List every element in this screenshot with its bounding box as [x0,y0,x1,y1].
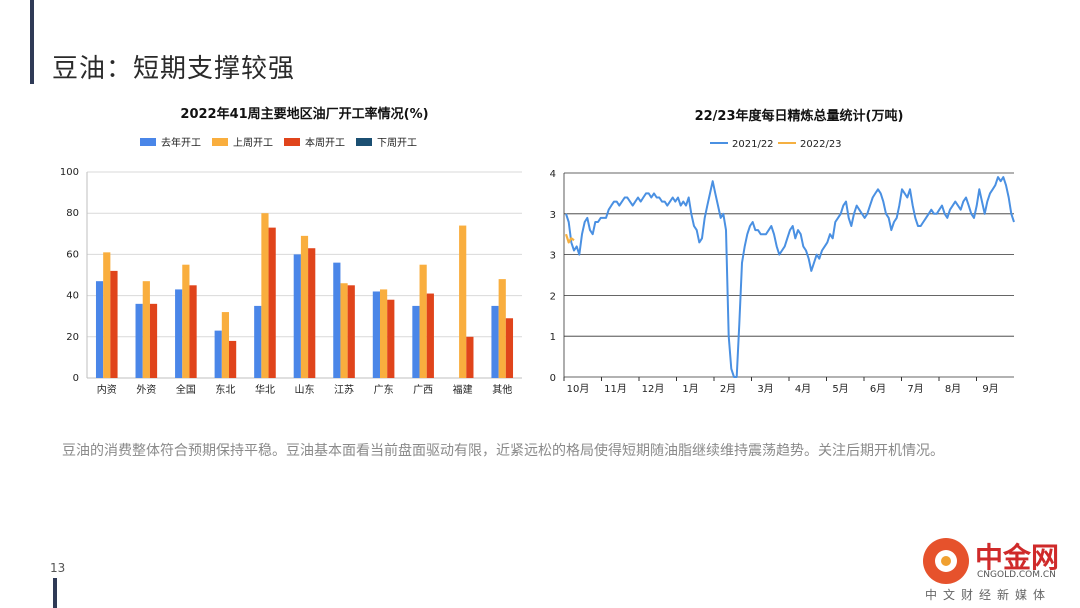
y-tick-label: 0 [73,373,79,384]
bar [333,262,341,378]
bar [229,340,237,378]
series-line [565,176,1015,378]
legend-label: 上周开工 [233,137,273,149]
bar [261,213,269,378]
y-tick-label: 40 [66,291,79,302]
y-tick-label: 100 [60,167,79,178]
x-tick-label: 2月 [720,383,736,395]
chart-title: 2022年41周主要地区油厂开工率情况(%) [180,106,428,122]
logo-brand: 中金网 [975,541,1060,574]
logo-tagline: 中文财经新媒体 [925,588,1052,602]
bar [293,254,301,378]
x-tick-label: 3月 [757,383,773,395]
bar [387,299,395,378]
bar [491,305,499,378]
legend-swatch [140,138,156,146]
x-tick-label: 其他 [492,383,512,396]
bar [505,318,514,378]
bar [419,264,427,378]
daily-refining-volume-chart: 22/23年度每日精炼总量统计(万吨) 2021/22 2022/23 0 1 2 3 3 4 1… [550,108,1015,395]
x-tick-label: 10月 [567,383,590,395]
bar [175,289,183,378]
x-tick-label: 内资 [97,383,117,396]
legend-swatch [356,138,372,146]
y-tick-label: 0 [550,373,556,384]
bar [498,279,506,378]
x-tick-label: 5月 [832,383,848,395]
oil-mill-operating-rate-chart: 2022年41周主要地区油厂开工率情况(%) 去年开工 上周开工 本周开工 下周开工 0 2… [60,106,522,396]
x-tick-label: 江苏 [334,383,354,396]
logo-site: CNGOLD.COM.CN [977,570,1056,580]
y-tick-label: 80 [66,208,79,219]
x-tick-label: 11月 [604,383,627,395]
brand-logo: 中金网 CNGOLD.COM.CN 中文财经新媒体 [905,536,1075,604]
y-tick-label: 20 [66,332,79,343]
legend-label: 本周开工 [305,136,345,149]
x-tick-label: 东北 [215,383,235,396]
summary-text: 豆油的消费整体符合预期保持平稳。豆油基本面看当前盘面驱动有限，近紧远松的格局使得… [62,443,944,459]
bar [214,330,222,378]
logo-mark-icon [923,538,969,584]
y-tick-label: 2 [550,291,556,302]
legend-label: 下周开工 [377,137,417,149]
y-tick-label: 60 [66,249,79,260]
x-tick-label: 6月 [870,383,886,395]
bar [182,264,190,378]
y-tick-label: 3 [550,251,556,262]
bar [466,336,474,378]
legend-swatch [284,138,300,146]
legend-label: 2021/22 [732,139,774,150]
x-tick-label: 福建 [453,383,473,396]
x-tick-label: 外资 [136,384,156,396]
bar [300,235,309,378]
page-title: 豆油：短期支撑较强 [52,54,296,84]
y-tick-label: 3 [550,210,556,221]
bar [189,285,197,378]
x-tick-label: 7月 [907,383,923,395]
footer-accent-bar [53,578,57,608]
bar [268,227,276,378]
x-tick-label: 广东 [374,383,394,396]
bar [340,283,348,378]
bar [426,293,434,378]
x-tick-label: 9月 [982,383,998,395]
bar [379,289,388,378]
bar [459,225,467,378]
x-tick-label: 广西 [413,384,433,396]
x-tick-label: 8月 [945,383,961,395]
x-tick-label: 12月 [642,383,665,395]
series-line [564,233,575,244]
bar [372,291,380,378]
legend-label: 2022/23 [800,139,842,150]
bar [347,285,355,378]
title-accent-bar [30,0,34,84]
bar [412,305,420,378]
x-tick-label: 山东 [295,383,315,396]
x-tick-label: 1月 [682,383,698,395]
chart-title: 22/23年度每日精炼总量统计(万吨) [695,108,904,124]
bar [221,312,230,378]
bar [110,270,118,378]
bar [308,248,316,378]
bar [254,305,262,378]
bar [103,252,111,378]
bar [149,303,158,378]
x-tick-label: 华北 [255,383,275,396]
bar [95,281,104,378]
bar [135,303,143,378]
legend-swatch [212,138,228,146]
x-tick-label: 全国 [176,383,196,396]
bar [142,281,150,378]
y-tick-label: 1 [550,332,556,343]
page-number: 13 [50,561,66,575]
y-tick-label: 4 [550,169,556,180]
x-tick-label: 4月 [795,383,811,395]
legend-label: 去年开工 [161,136,201,149]
